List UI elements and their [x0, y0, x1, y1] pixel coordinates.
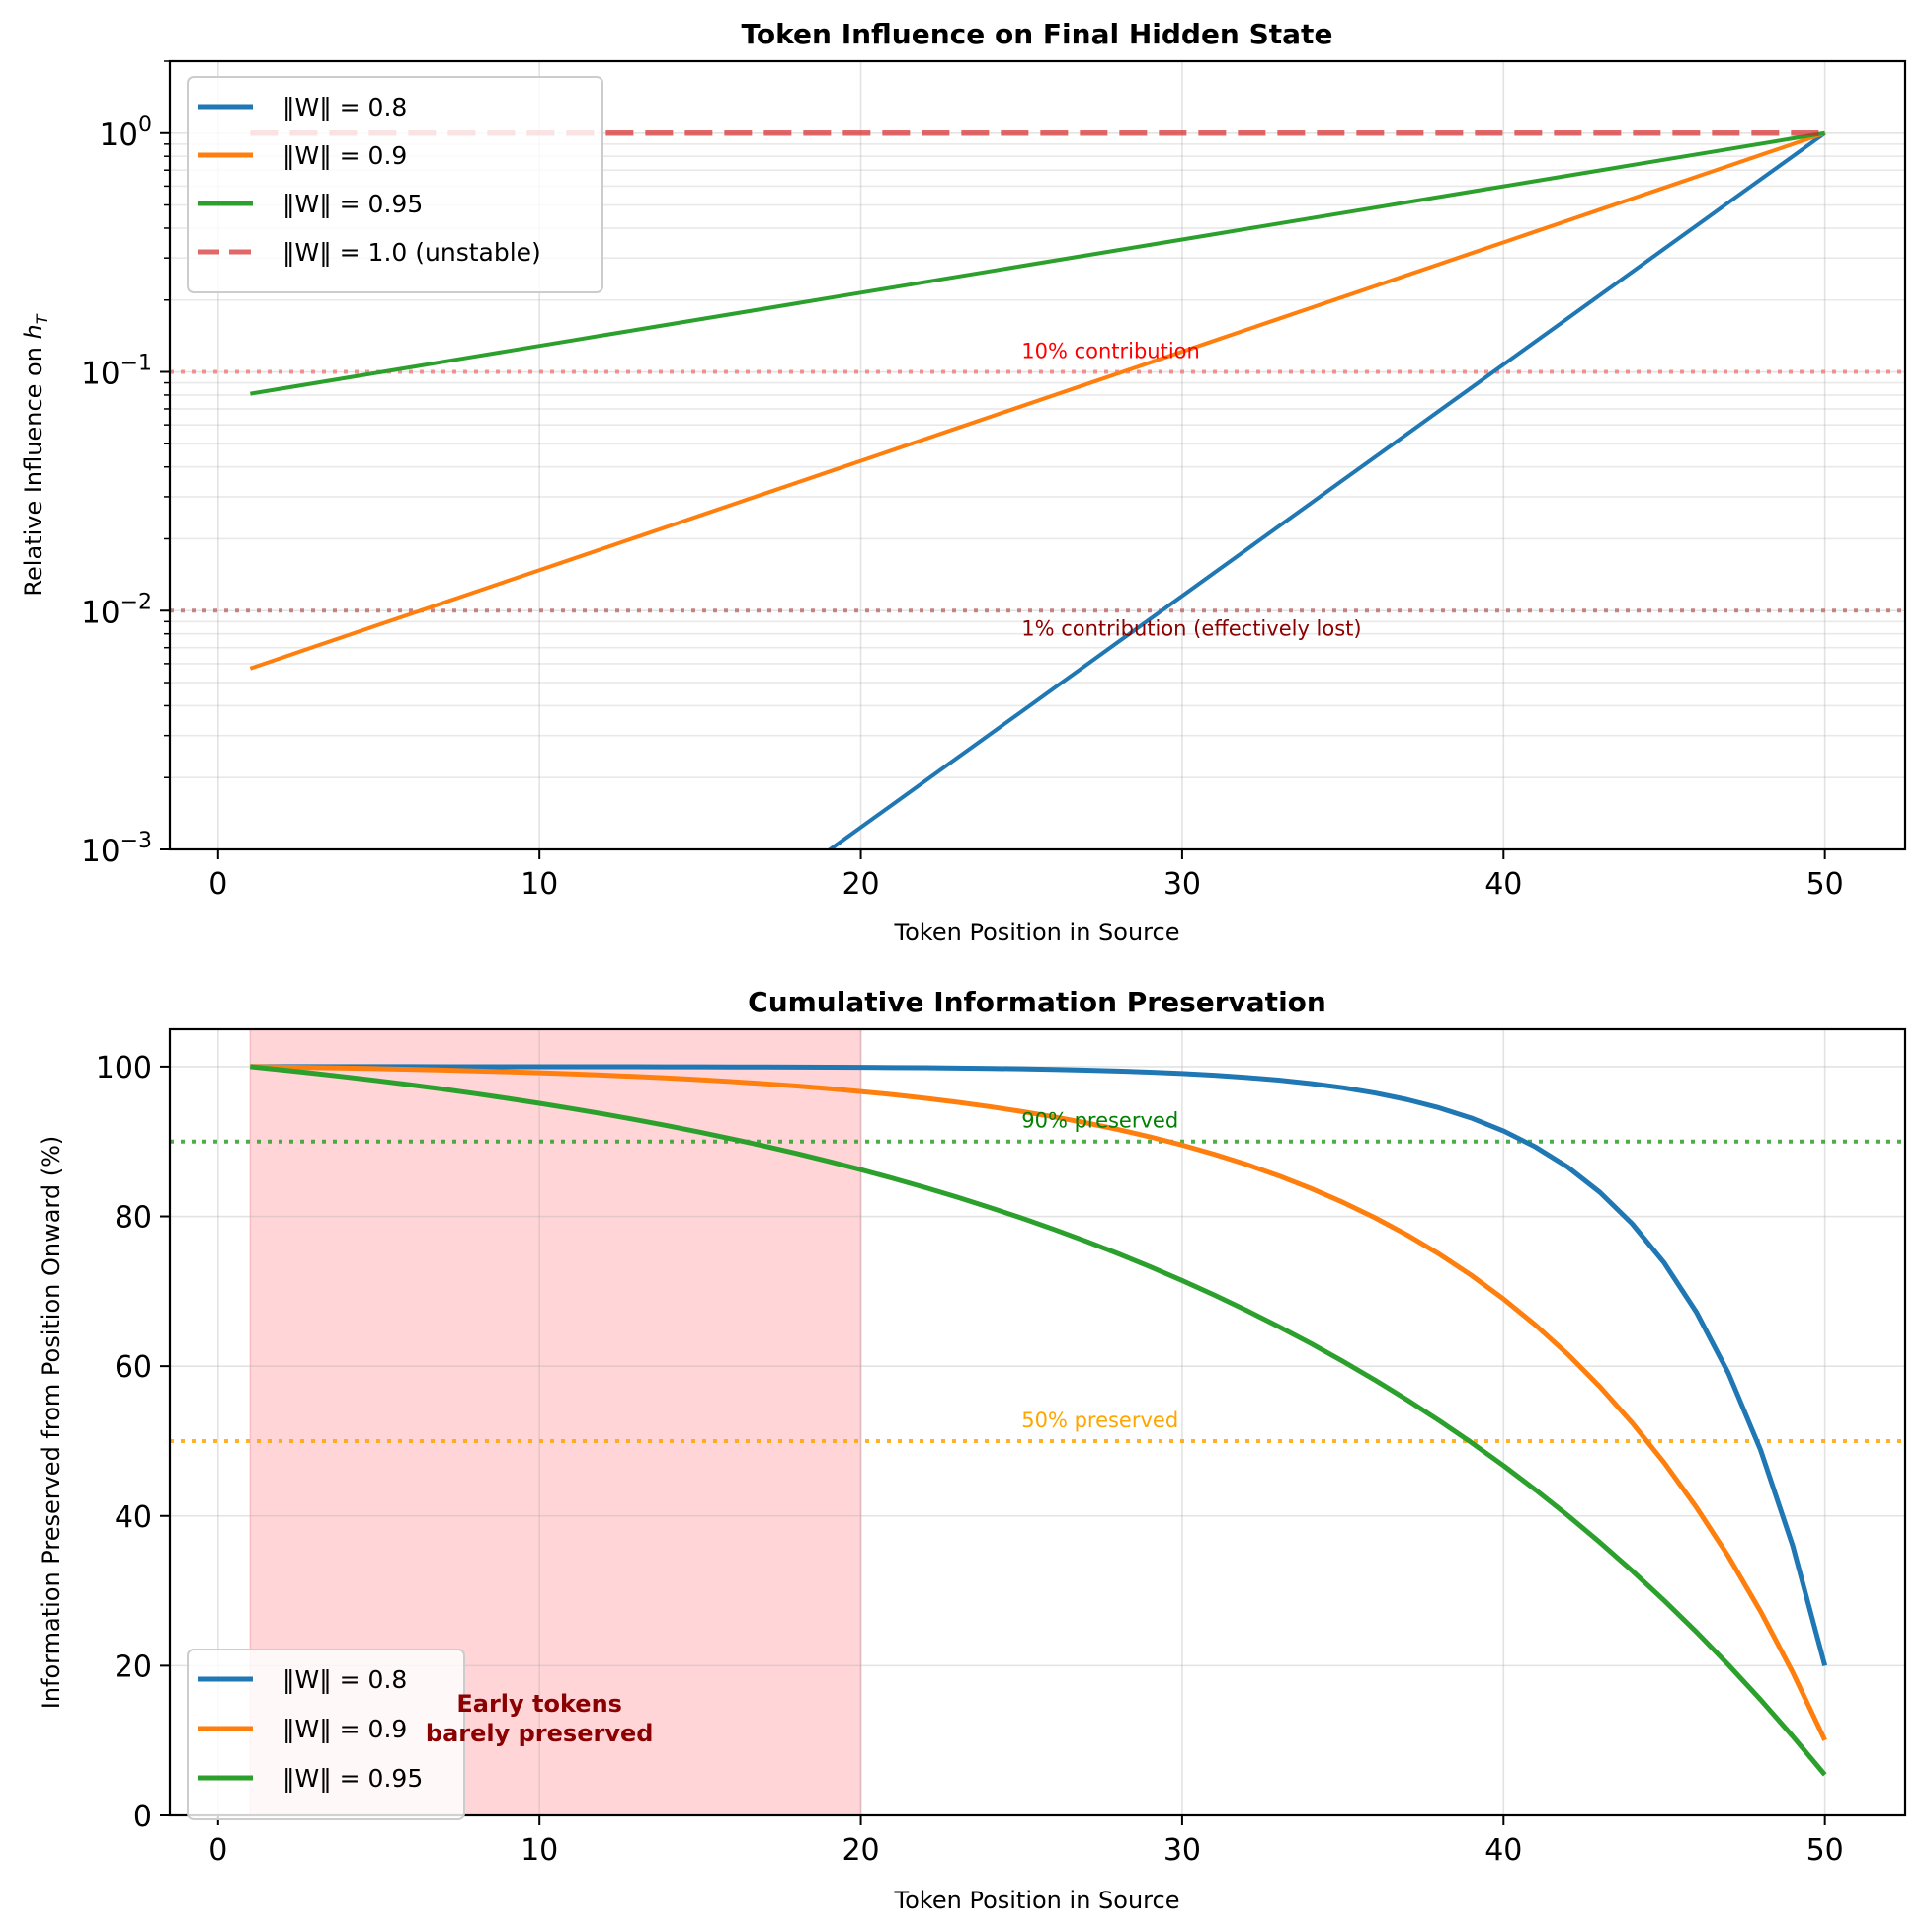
x-tick-label: 20 — [842, 867, 879, 902]
y-axis-label-subscript: T — [33, 313, 51, 324]
y-tick-exponent: −1 — [120, 352, 152, 376]
y-tick-label: 100 — [96, 1051, 152, 1086]
y-axis-label: Relative Influence on hT — [20, 313, 51, 596]
y-tick-exponent: 0 — [138, 113, 152, 137]
x-tick-label: 40 — [1484, 867, 1522, 902]
plot-frame — [168, 59, 1907, 851]
y-tick-base: 10 — [100, 118, 138, 153]
series-line — [250, 1064, 1827, 1777]
y-tick-label: 10−3 — [81, 829, 152, 869]
y-tick-base: 10 — [81, 595, 120, 630]
y-tick-label: 40 — [115, 1500, 152, 1535]
legend: ‖W‖ = 0.8 ‖W‖ = 0.9 ‖W‖ = 0.95 ‖W‖ = 1.0 (u… — [187, 76, 603, 293]
series-line — [827, 131, 1826, 849]
chart-title: Token Influence on Final Hidden State — [742, 18, 1333, 50]
legend: ‖W‖ = 0.8 ‖W‖ = 0.9 ‖W‖ = 0.95 — [187, 1649, 465, 1820]
y-tick-label: 60 — [115, 1350, 152, 1385]
series-line — [250, 1064, 1827, 1741]
x-tick-label: 30 — [1163, 867, 1201, 902]
legend-label: ‖W‖ = 0.9 — [282, 1715, 407, 1743]
y-axis-label-text: Relative Influence on — [20, 339, 47, 596]
legend-label: ‖W‖ = 0.95 — [282, 190, 423, 218]
y-axis-label-symbol: h — [20, 324, 47, 339]
grid — [170, 61, 1905, 849]
series-line — [249, 130, 1826, 671]
x-tick-label: 0 — [208, 1833, 227, 1868]
legend-label: ‖W‖ = 0.95 — [282, 1764, 423, 1793]
x-tick-label: 50 — [1806, 1833, 1844, 1868]
y-tick-label: 20 — [115, 1650, 152, 1684]
y-tick-base: 10 — [81, 834, 120, 869]
annotation-line: barely preserved — [426, 1720, 654, 1747]
x-ticks: 0 10 20 30 40 50 — [208, 849, 1844, 902]
x-tick-label: 20 — [842, 1833, 879, 1868]
y-tick-base: 10 — [81, 357, 120, 392]
y-tick-exponent: −2 — [120, 590, 152, 614]
reference-line-label: 90% preserved — [1021, 1109, 1178, 1133]
series-group — [250, 1064, 1828, 1777]
x-tick-label: 10 — [521, 1833, 558, 1868]
legend-box — [187, 76, 603, 293]
x-axis-label: Token Position in Source — [894, 919, 1180, 946]
x-ticks: 0 10 20 30 40 50 — [208, 1815, 1844, 1868]
reference-line-label: 10% contribution — [1021, 340, 1200, 363]
x-tick-label: 10 — [521, 867, 558, 902]
x-tick-label: 40 — [1484, 1833, 1522, 1868]
y-tick-label: 0 — [133, 1800, 152, 1834]
chart-bottom: Cumulative Information Preservation 0 10 2… — [38, 986, 1907, 1914]
y-axis-label: Information Preserved from Position Onwa… — [38, 1136, 65, 1710]
y-ticks: 0 20 40 60 80 100 — [96, 1051, 170, 1834]
legend-label: ‖W‖ = 1.0 (unstable) — [282, 238, 541, 267]
series-line — [250, 1064, 1828, 1667]
reference-line-label: 1% contribution (effectively lost) — [1021, 616, 1361, 640]
x-tick-label: 30 — [1163, 1833, 1201, 1868]
series-line — [250, 130, 1825, 396]
y-tick-label: 100 — [100, 113, 152, 153]
reference-lines — [170, 369, 1905, 613]
reference-line-label: 50% preserved — [1021, 1409, 1178, 1432]
y-tick-label: 10−1 — [81, 352, 152, 392]
y-tick-exponent: −3 — [120, 829, 152, 853]
x-tick-label: 50 — [1806, 867, 1844, 902]
annotation-line: Early tokens — [456, 1690, 622, 1718]
y-tick-label: 10−2 — [81, 590, 152, 630]
legend-label: ‖W‖ = 0.8 — [282, 93, 407, 121]
reference-lines — [170, 1139, 1905, 1443]
chart-title: Cumulative Information Preservation — [748, 986, 1326, 1018]
legend-label: ‖W‖ = 0.9 — [282, 141, 407, 170]
legend-label: ‖W‖ = 0.8 — [282, 1665, 407, 1694]
legend-box — [187, 1649, 465, 1820]
x-tick-label: 0 — [208, 867, 227, 902]
x-axis-label: Token Position in Source — [894, 1887, 1180, 1914]
plot-frame — [168, 1027, 1907, 1817]
y-tick-label: 80 — [115, 1201, 152, 1236]
